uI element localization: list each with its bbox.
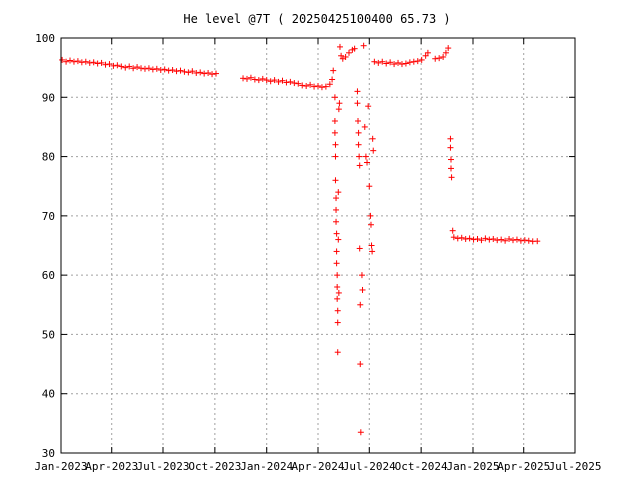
x-tick-label: Jul-2024: [343, 460, 396, 473]
x-tick-label: Apr-2023: [85, 460, 138, 473]
y-tick-label: 40: [42, 388, 55, 401]
chart-title: He level @7T ( 20250425100400 65.73 ): [183, 12, 450, 26]
y-tick-label: 30: [42, 447, 55, 460]
x-tick-label: Jan-2023: [35, 460, 88, 473]
y-tick-label: 60: [42, 269, 55, 282]
x-tick-label: Jul-2023: [137, 460, 190, 473]
x-tick-label: Jul-2025: [549, 460, 602, 473]
y-tick-label: 100: [35, 32, 55, 45]
y-tick-label: 80: [42, 151, 55, 164]
y-tick-label: 70: [42, 210, 55, 223]
y-tick-label: 90: [42, 91, 55, 104]
y-tick-label: 50: [42, 328, 55, 341]
x-tick-label: Apr-2025: [497, 460, 550, 473]
x-tick-label: Jan-2025: [446, 460, 499, 473]
x-tick-label: Oct-2023: [188, 460, 241, 473]
x-tick-label: Apr-2024: [292, 460, 345, 473]
x-tick-label: Oct-2024: [395, 460, 448, 473]
x-tick-label: Jan-2024: [240, 460, 293, 473]
